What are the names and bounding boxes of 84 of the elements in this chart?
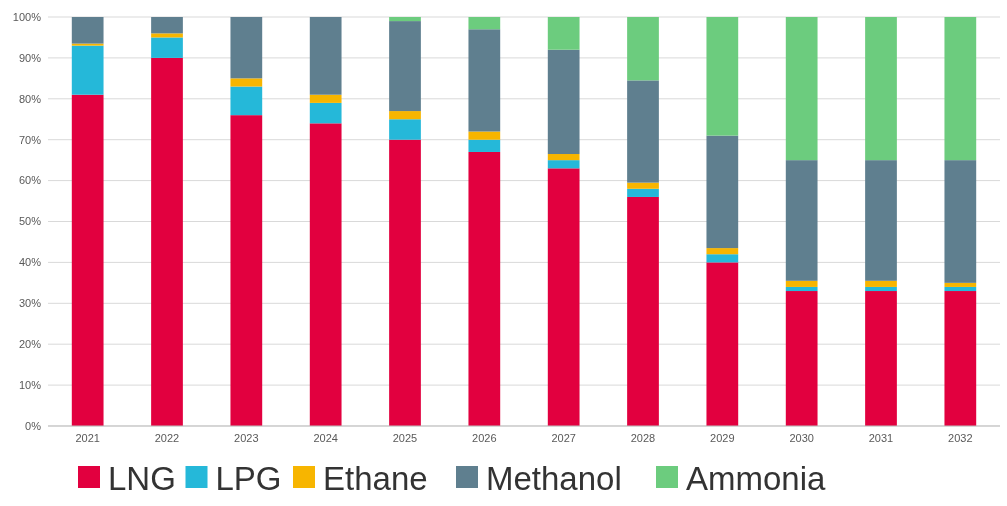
bar xyxy=(468,17,501,30)
y-tick-label: 60% xyxy=(18,174,42,187)
bar xyxy=(230,115,263,426)
bar xyxy=(71,17,104,44)
bar xyxy=(547,49,580,155)
x-tick-label: 2031 xyxy=(868,432,894,444)
bar xyxy=(309,102,342,124)
bar xyxy=(944,17,977,161)
bar xyxy=(706,17,739,136)
bar xyxy=(785,291,818,426)
bar xyxy=(71,45,104,95)
legend-label: Methanol xyxy=(486,460,622,497)
y-tick-label: 30% xyxy=(18,297,42,310)
bar xyxy=(151,57,183,426)
legend-label: Ethane xyxy=(323,460,428,497)
y-tick-label: 70% xyxy=(18,133,42,146)
bar xyxy=(389,17,421,22)
bar xyxy=(309,17,342,95)
x-tick-label: 2021 xyxy=(75,432,100,444)
x-tick-label: 2032 xyxy=(948,432,973,444)
bar xyxy=(468,151,501,426)
y-tick-label: 20% xyxy=(18,338,42,351)
bar xyxy=(627,17,659,81)
bar xyxy=(865,280,897,287)
y-tick-label: 50% xyxy=(18,215,42,228)
bar xyxy=(785,17,818,161)
bar xyxy=(944,282,977,287)
legend-label: Ammonia xyxy=(686,460,827,497)
bar xyxy=(309,94,342,103)
y-tick-label: 90% xyxy=(18,51,42,64)
bar xyxy=(865,286,897,292)
bar xyxy=(627,196,659,426)
bar xyxy=(389,21,421,112)
legend-label: LNG xyxy=(108,460,176,497)
bar xyxy=(865,291,897,426)
bar xyxy=(309,123,342,426)
bar xyxy=(547,168,580,426)
y-tick-label: 0% xyxy=(25,419,42,432)
x-tick-label: 2025 xyxy=(392,432,418,444)
legend-label: LPG xyxy=(215,460,282,497)
y-tick-label: 100% xyxy=(12,10,42,23)
y-tick-label: 80% xyxy=(18,92,42,105)
bar xyxy=(944,286,977,292)
y-tick-label: 40% xyxy=(18,256,42,269)
x-tick-label: 2026 xyxy=(472,432,497,444)
bar xyxy=(785,286,818,292)
bar xyxy=(389,111,421,120)
bar xyxy=(944,291,977,426)
bar xyxy=(71,43,104,46)
x-tick-label: 2022 xyxy=(154,432,180,444)
bar xyxy=(389,119,421,140)
bar xyxy=(468,29,501,132)
bar xyxy=(468,131,501,140)
bar xyxy=(230,86,263,116)
bar xyxy=(151,17,183,34)
x-tick-label: 2029 xyxy=(710,432,735,444)
bar xyxy=(706,248,739,255)
bar xyxy=(389,139,421,426)
x-tick-label: 2028 xyxy=(630,432,656,444)
bar xyxy=(71,94,104,426)
bar xyxy=(547,154,580,161)
x-tick-label: 2024 xyxy=(313,432,338,444)
bar xyxy=(706,135,739,249)
bar xyxy=(547,160,580,169)
y-tick-label: 10% xyxy=(18,378,42,391)
bar xyxy=(468,139,501,152)
bar xyxy=(706,254,739,263)
bar xyxy=(151,33,183,38)
bar xyxy=(547,17,580,50)
bar xyxy=(785,280,818,287)
bar xyxy=(627,182,659,189)
bar xyxy=(865,17,897,161)
bar xyxy=(706,262,739,426)
bar xyxy=(627,188,659,197)
bar xyxy=(151,37,183,58)
bar xyxy=(944,160,977,283)
bar xyxy=(865,160,897,281)
bar xyxy=(627,80,659,183)
bar xyxy=(230,17,263,79)
x-tick-label: 2027 xyxy=(551,432,576,444)
x-tick-label: 2023 xyxy=(234,432,259,444)
bar xyxy=(785,160,818,281)
bar xyxy=(230,78,263,87)
x-tick-label: 2030 xyxy=(789,432,814,444)
